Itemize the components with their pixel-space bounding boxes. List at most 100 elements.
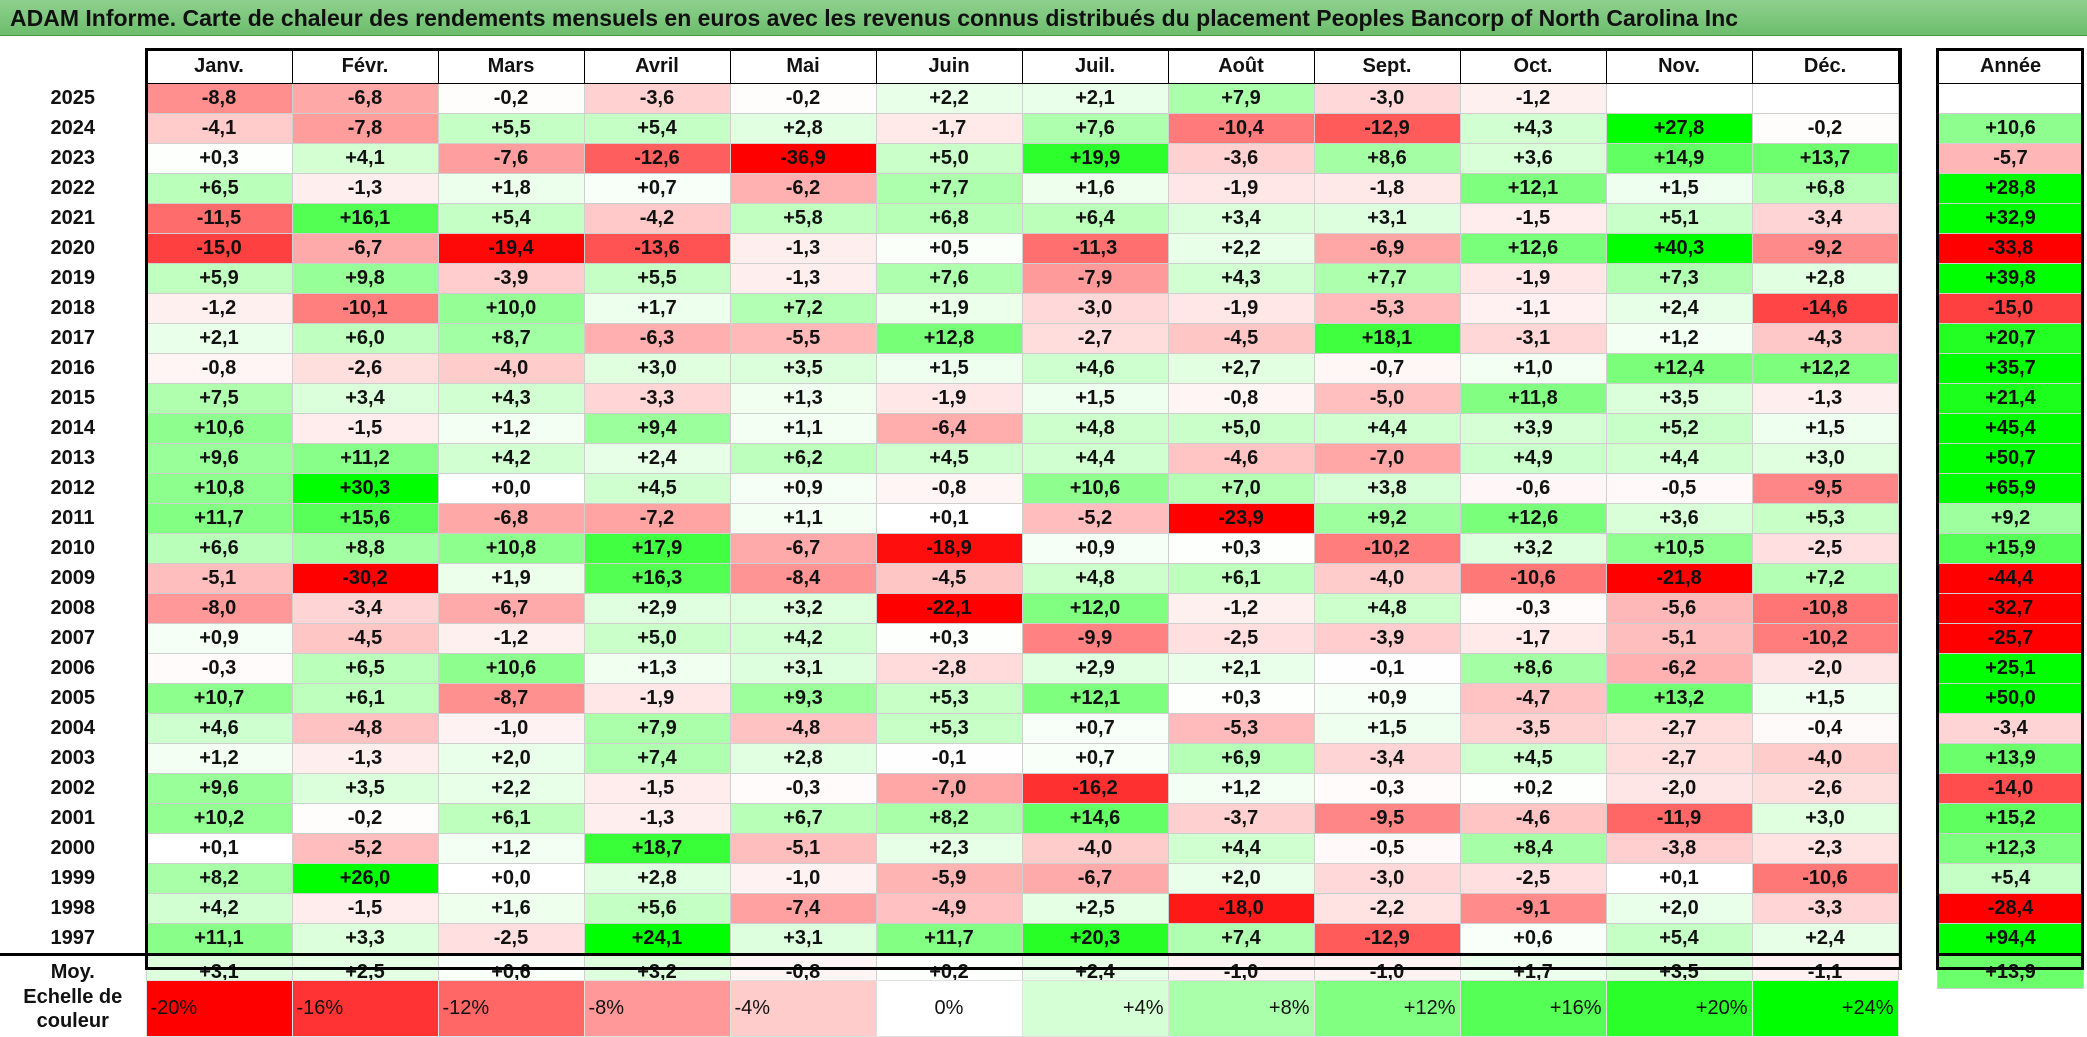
heatmap-cell: -4,8 <box>729 713 877 744</box>
heatmap-cell: -4,5 <box>291 623 439 654</box>
heatmap-cell: -9,5 <box>1313 803 1461 834</box>
heatmap-cell: -4,1 <box>145 113 293 144</box>
heatmap-cell: +1,2 <box>1167 773 1315 804</box>
year-row: 2021 -11,5 +16,1 +5,4 -4,2 +5,8 +6,8 +6,4 +3,4 +3… <box>0 203 1899 234</box>
heatmap-cell: -36,9 <box>729 143 877 174</box>
heatmap-cell: +1,1 <box>729 503 877 534</box>
heatmap-cell: +11,7 <box>875 923 1023 955</box>
heatmap-cell: +3,6 <box>1605 503 1753 534</box>
heatmap-cell: +4,3 <box>1167 263 1315 294</box>
heatmap-cell: -6,7 <box>1021 863 1169 894</box>
heatmap-cell: -2,3 <box>1751 833 1899 864</box>
heatmap-cell: +8,8 <box>291 533 439 564</box>
heatmap-cell: -5,6 <box>1605 593 1753 624</box>
year-label: 2009 <box>50 567 96 589</box>
heatmap-cell: +6,9 <box>1167 743 1315 774</box>
heatmap-cell: -2,7 <box>1605 743 1753 774</box>
year-label: 2007 <box>50 627 96 649</box>
heatmap-cell: -1,5 <box>1459 203 1607 234</box>
heatmap-cell: -8,8 <box>145 83 293 114</box>
color-scale-step: +16% <box>1459 980 1607 1037</box>
heatmap-cell: -4,7 <box>1459 683 1607 714</box>
color-scale-step: +8% <box>1167 980 1315 1037</box>
heatmap-cell: +2,9 <box>1021 653 1169 684</box>
heatmap-cell: +10,5 <box>1605 533 1753 564</box>
year-label: 2012 <box>50 477 96 499</box>
annual-cell: +25,1 <box>1937 653 2084 684</box>
month-header: Juin <box>875 48 1023 84</box>
heatmap-cell: +6,1 <box>437 803 585 834</box>
heatmap-cell: +18,7 <box>583 833 731 864</box>
heatmap-cell: +11,7 <box>145 503 293 534</box>
heatmap-cell: +4,2 <box>145 893 293 924</box>
annual-cell: +13,9 <box>1937 743 2084 774</box>
heatmap-cell: -12,6 <box>583 143 731 174</box>
heatmap-cell: -1,5 <box>583 773 731 804</box>
heatmap-cell: +1,0 <box>1459 353 1607 384</box>
heatmap-cell: -1,2 <box>437 623 585 654</box>
annual-cell: +35,7 <box>1937 353 2084 384</box>
heatmap-cell: +7,4 <box>583 743 731 774</box>
heatmap-cell: +3,1 <box>1313 203 1461 234</box>
heatmap-cell: +6,1 <box>1167 563 1315 594</box>
heatmap-cell: +1,5 <box>1751 413 1899 444</box>
average-cell: -1,1 <box>1751 953 1899 989</box>
month-header: Déc. <box>1751 48 1899 84</box>
heatmap-cell: +14,6 <box>1021 803 1169 834</box>
heatmap-cell: +0,3 <box>1167 683 1315 714</box>
heatmap-cell: +10,7 <box>145 683 293 714</box>
heatmap-cell: +4,8 <box>1313 593 1461 624</box>
year-label: 2018 <box>50 297 96 319</box>
heatmap-cell: -4,0 <box>1751 743 1899 774</box>
heatmap-cell: -9,2 <box>1751 233 1899 264</box>
heatmap-cell: +5,4 <box>583 113 731 144</box>
heatmap-cell: +3,5 <box>291 773 439 804</box>
heatmap-cell: -0,8 <box>1167 383 1315 414</box>
heatmap-cell: +3,1 <box>729 653 877 684</box>
heatmap-cell: -2,5 <box>1751 533 1899 564</box>
heatmap-cell: +1,8 <box>437 173 585 204</box>
heatmap-cell: -12,9 <box>1313 923 1461 955</box>
heatmap-cell: -11,9 <box>1605 803 1753 834</box>
annual-header: Année <box>1937 48 2084 84</box>
heatmap-cell: +0,7 <box>583 173 731 204</box>
heatmap-cell: +3,5 <box>729 353 877 384</box>
heatmap-cell: +2,0 <box>1167 863 1315 894</box>
heatmap-cell: -21,8 <box>1605 563 1753 594</box>
heatmap-cell: -0,3 <box>1313 773 1461 804</box>
monthly-returns-heatmap: Janv. Févr. Mars Avril Mai Juin Juil. Août Sept.… <box>0 48 1899 989</box>
year-row: 2001 +10,2 -0,2 +6,1 -1,3 +6,7 +8,2 +14,6 -3,7 -9… <box>0 803 1899 834</box>
heatmap-cell: -1,2 <box>1167 593 1315 624</box>
color-scale-legend: Echelle de couleur -20% -16% -12% -8% -4% 0% +… <box>0 980 1899 1037</box>
heatmap-cell: +2,5 <box>1021 893 1169 924</box>
heatmap-cell: +4,4 <box>1605 443 1753 474</box>
heatmap-cell: -3,9 <box>1313 623 1461 654</box>
year-row: 2011 +11,7 +15,6 -6,8 -7,2 +1,1 +0,1 -5,2 -23,9 +… <box>0 503 1899 534</box>
heatmap-cell <box>1605 83 1753 114</box>
heatmap-cell: +2,0 <box>437 743 585 774</box>
month-header: Août <box>1167 48 1315 84</box>
annual-cell <box>1937 83 2084 114</box>
heatmap-cell: -7,9 <box>1021 263 1169 294</box>
heatmap-cell: +3,5 <box>1605 383 1753 414</box>
heatmap-cell: -0,3 <box>1459 593 1607 624</box>
heatmap-cell: -1,3 <box>583 803 731 834</box>
heatmap-cell: +1,2 <box>145 743 293 774</box>
color-scale-label: Echelle de couleur <box>23 985 123 1032</box>
heatmap-cell: -4,8 <box>291 713 439 744</box>
year-row: 2010 +6,6 +8,8 +10,8 +17,9 -6,7 -18,9 +0,9 +0,3-… <box>0 533 1899 564</box>
heatmap-cell: +2,7 <box>1167 353 1315 384</box>
annual-cell: +94,4 <box>1937 923 2084 955</box>
heatmap-cell: -0,1 <box>1313 653 1461 684</box>
heatmap-cell: +3,6 <box>1459 143 1607 174</box>
year-label: 2014 <box>50 417 96 439</box>
heatmap-cell: -6,7 <box>437 593 585 624</box>
annual-cell: +65,9 <box>1937 473 2084 504</box>
heatmap-cell: -2,6 <box>291 353 439 384</box>
heatmap-cell: +3,4 <box>291 383 439 414</box>
heatmap-cell: -11,5 <box>145 203 293 234</box>
heatmap-cell: -1,0 <box>729 863 877 894</box>
heatmap-cell: +2,2 <box>875 83 1023 114</box>
heatmap-cell: +10,8 <box>145 473 293 504</box>
heatmap-cell: -10,6 <box>1459 563 1607 594</box>
